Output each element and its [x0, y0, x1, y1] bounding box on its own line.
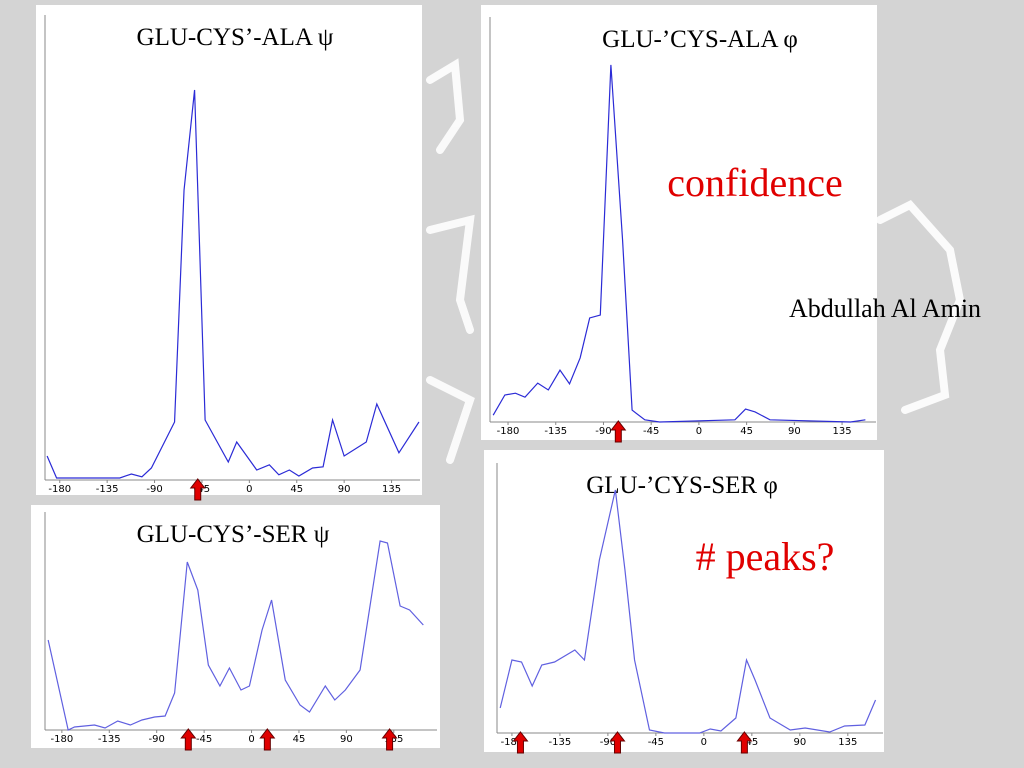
x-tick-label: 45 [293, 734, 306, 745]
panel [36, 5, 422, 495]
x-tick-label: -135 [98, 734, 121, 745]
data-line [499, 489, 877, 734]
chart-title: GLU-CYS’-ALA ψ [137, 24, 334, 51]
data-line [47, 540, 424, 731]
x-tick-label: -135 [544, 426, 567, 437]
panel [481, 5, 877, 440]
marker-arrow [189, 478, 206, 501]
x-tick-label: -90 [595, 426, 611, 437]
x-tick-label: -45 [648, 737, 664, 748]
x-tick-label: 90 [338, 484, 351, 495]
x-tick-label: 0 [701, 737, 707, 748]
panel [31, 505, 440, 748]
x-tick-label: 135 [833, 426, 852, 437]
data-line [492, 64, 866, 423]
x-tick-label: 90 [788, 426, 801, 437]
x-tick-label: -45 [643, 426, 659, 437]
marker-arrow [512, 731, 529, 754]
x-tick-label: 90 [793, 737, 806, 748]
x-tick-label: -45 [196, 734, 212, 745]
marker-arrow [736, 731, 753, 754]
x-tick-label: 45 [740, 426, 753, 437]
chart-title: GLU-’CYS-ALA φ [602, 26, 798, 53]
x-tick-label: 45 [290, 484, 303, 495]
x-tick-label: -135 [96, 484, 119, 495]
x-tick-label: 45 [745, 737, 758, 748]
x-tick-label: 135 [384, 734, 403, 745]
x-tick-label: 0 [248, 734, 254, 745]
marker-arrow [180, 728, 197, 751]
marker-arrow [381, 728, 398, 751]
marker-arrow [610, 420, 627, 443]
x-tick-label: -180 [501, 737, 524, 748]
x-tick-label: 90 [340, 734, 353, 745]
marker-arrow [609, 731, 626, 754]
x-tick-label: -90 [146, 484, 162, 495]
chart-title: GLU-CYS’-SER ψ [137, 521, 330, 548]
panel [484, 450, 884, 752]
x-tick-label: -180 [497, 426, 520, 437]
x-tick-label: -90 [149, 734, 165, 745]
x-tick-label: 0 [246, 484, 252, 495]
background-decoration [426, 58, 965, 464]
annotation: # peaks? [696, 534, 835, 579]
x-tick-label: 135 [382, 484, 401, 495]
x-tick-label: 135 [838, 737, 857, 748]
x-tick-label: 0 [696, 426, 702, 437]
x-tick-label: -90 [600, 737, 616, 748]
annotation: Abdullah Al Amin [789, 294, 981, 323]
annotation: confidence [667, 160, 842, 205]
marker-arrow [259, 728, 276, 751]
x-tick-label: -45 [194, 484, 210, 495]
x-tick-label: -180 [48, 484, 71, 495]
data-line [46, 89, 420, 479]
x-tick-label: -135 [549, 737, 572, 748]
x-tick-label: -180 [51, 734, 74, 745]
chart-title: GLU-’CYS-SER φ [586, 472, 778, 499]
